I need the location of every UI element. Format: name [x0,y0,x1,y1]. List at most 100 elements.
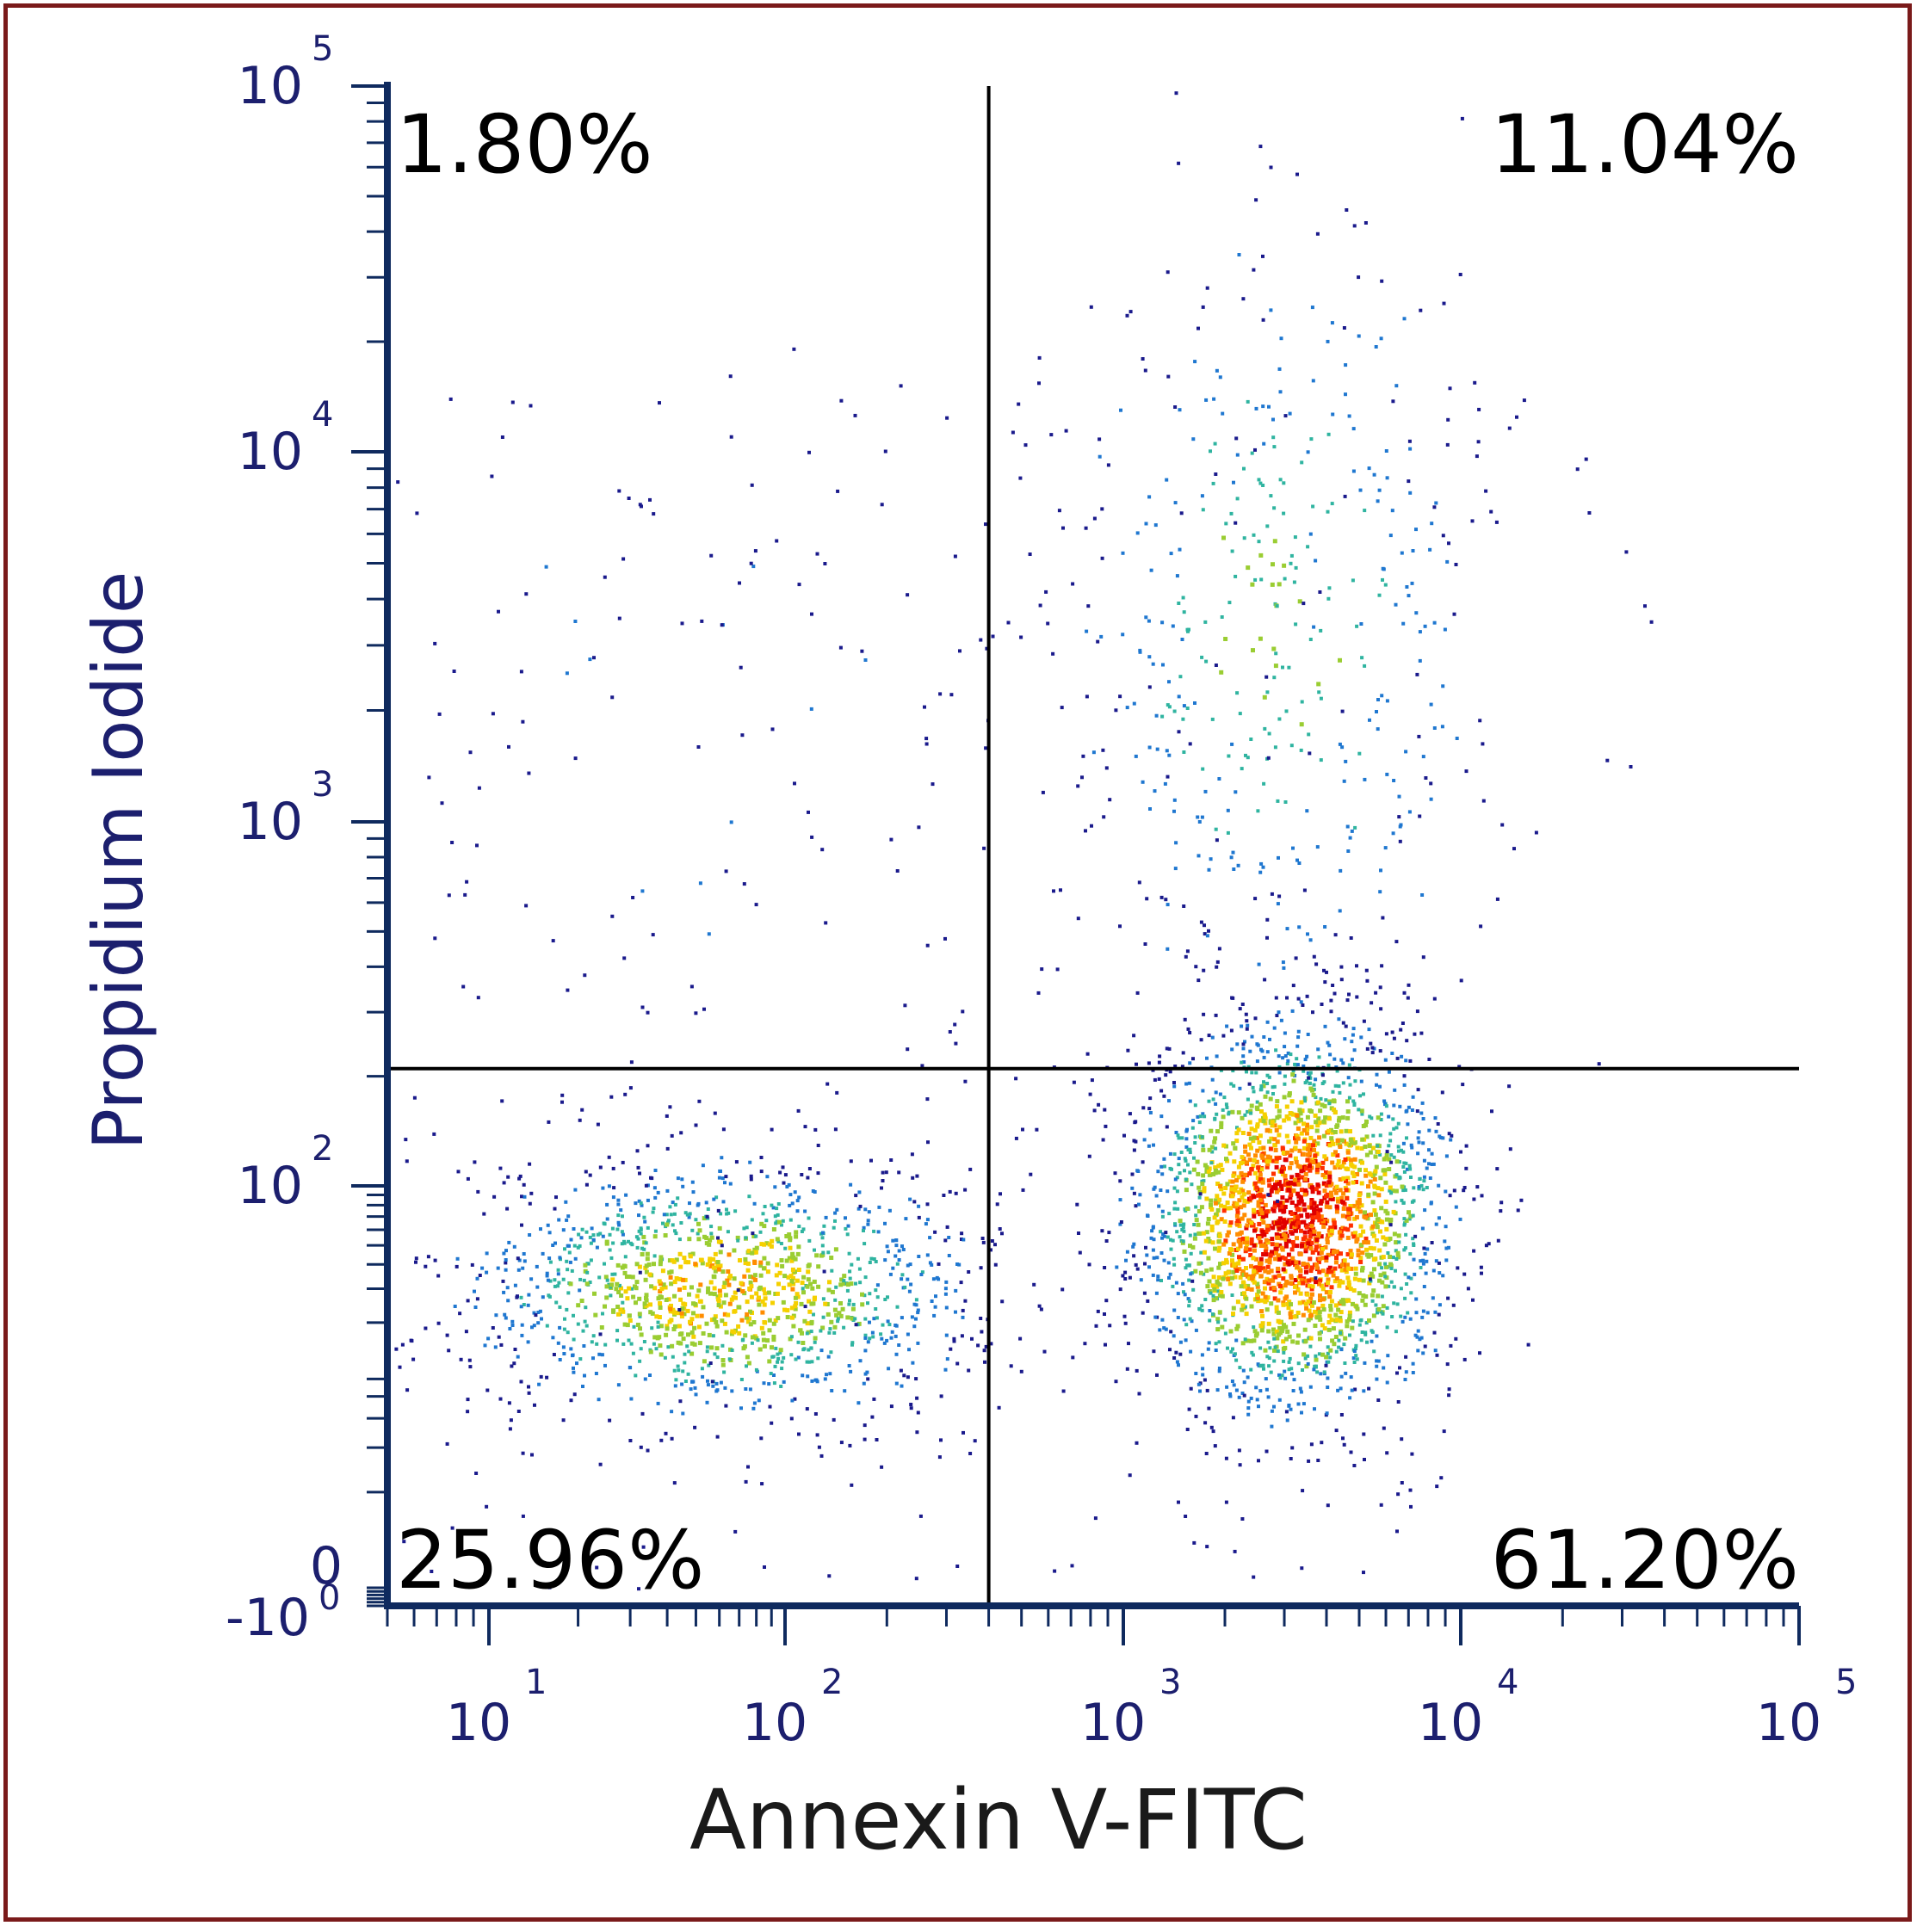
event-dot [1245,1070,1248,1074]
event-dot [558,1256,562,1260]
event-dot [815,1380,819,1384]
event-dot [1481,799,1486,803]
event-dot [1264,1238,1269,1243]
event-dot [1360,1160,1364,1165]
event-dot [1160,1214,1165,1219]
event-dot [607,1184,611,1188]
event-dot [1284,1104,1289,1109]
event-dot [740,733,745,738]
event-dot [1381,1312,1385,1316]
event-dot [781,1165,785,1170]
event-dot [1283,800,1288,804]
event-dot [1259,1084,1264,1089]
event-dot [1209,1207,1215,1212]
event-dot [1371,1257,1376,1262]
event-dot [1189,1349,1193,1354]
event-dot [1183,1293,1187,1297]
event-dot [1347,1063,1351,1067]
event-dot [1344,1141,1349,1146]
event-dot [788,1203,792,1207]
event-dot [1437,1261,1441,1265]
event-dot [1484,1244,1488,1248]
event-dot [1312,1210,1317,1215]
event-dot [680,621,684,626]
event-dot [837,1311,842,1316]
event-dot [1104,1239,1109,1243]
x-tick-label: 10 [1756,1693,1821,1753]
event-dot [960,1238,963,1241]
axes [351,82,1801,1645]
event-dot [1281,1232,1286,1238]
event-dot [836,489,840,493]
event-dot [1153,1077,1157,1082]
event-dot [1203,789,1208,793]
event-dot [1163,781,1167,786]
event-dot [1240,1188,1246,1194]
event-dot [1435,1353,1439,1357]
event-dot [1264,1246,1269,1251]
event-dot [739,665,743,670]
event-dot [761,1337,766,1343]
event-dot [1306,1299,1311,1304]
event-dot [1364,1247,1369,1252]
event-dot [1201,1173,1206,1178]
event-dot [1273,1148,1278,1152]
event-dot [1326,1503,1330,1508]
event-dot [1037,355,1042,360]
event-dot [1184,1515,1188,1518]
event-dot [685,1308,690,1313]
event-dot [1198,1307,1202,1312]
event-dot [720,1176,725,1181]
event-dot [1348,1223,1353,1228]
event-dot [1319,1283,1324,1288]
event-dot [1378,1084,1382,1089]
event-dot [551,1336,555,1340]
event-dot [644,1298,649,1303]
event-dot [1455,737,1459,740]
event-dot [642,1340,646,1343]
event-dot [1328,1190,1333,1195]
event-dot [1358,1256,1363,1261]
event-dot [1352,1361,1357,1364]
event-dot [1418,630,1422,634]
event-dot [1386,1354,1390,1358]
event-dot [1171,624,1175,628]
event-dot [560,1093,565,1097]
event-dot [1372,1176,1377,1182]
event-dot [1439,1136,1443,1139]
event-dot [1385,1380,1389,1385]
event-dot [1060,1287,1065,1292]
event-dot [1333,933,1338,937]
event-dot [1234,1184,1239,1189]
event-dot [1214,664,1218,667]
event-dot [1246,1132,1252,1136]
event-dot [1319,758,1323,762]
event-dot [807,1299,812,1304]
event-dot [601,1234,605,1238]
event-dot [1423,624,1427,628]
event-dot [1258,1274,1264,1279]
event-dot [605,1278,609,1282]
event-dot [1265,1090,1270,1095]
event-dot [1345,208,1349,212]
event-dot [939,1438,943,1442]
event-dot [1205,1545,1209,1549]
event-dot [1232,1201,1237,1206]
event-dot [640,1411,645,1416]
event-dot [1381,1304,1386,1309]
event-dot [1324,1290,1329,1295]
event-dot [1214,1146,1218,1151]
event-dot [1035,1127,1039,1132]
event-dot [1409,1143,1413,1147]
event-dot [925,1097,930,1102]
event-dot [1213,1116,1217,1120]
event-dot [1133,1120,1137,1125]
event-dot [788,1236,793,1241]
event-dot [1227,1281,1233,1287]
event-dot [1294,622,1298,627]
event-dot [1318,1278,1322,1283]
event-dot [1234,521,1238,525]
event-dot [1135,531,1140,535]
event-dot [1019,635,1023,639]
event-dot [1072,1080,1076,1084]
